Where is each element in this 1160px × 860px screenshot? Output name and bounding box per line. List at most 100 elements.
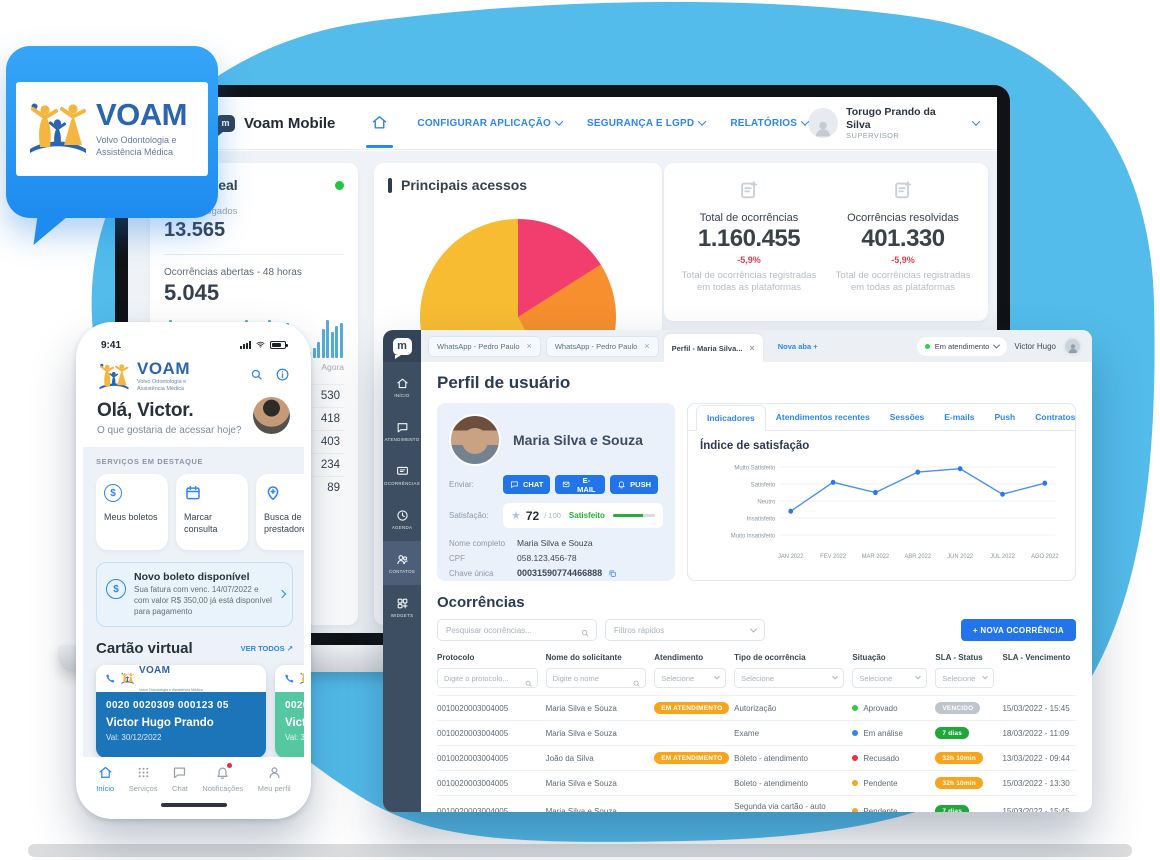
new-occurrence-button[interactable]: + NOVA OCORRÊNCIA [960,619,1076,641]
widgets-icon [397,598,408,608]
protocol-filter-input[interactable] [437,668,538,688]
search-input[interactable] [437,619,597,641]
svg-text:AGO 2022: AGO 2022 [1031,553,1059,560]
voam-logo-bubble: VOAM Volvo Odontologia e Assistência Médi… [6,46,218,218]
info-icon[interactable] [275,367,290,387]
new-invoice-notice[interactable]: $ Novo boleto disponível Sua fatura com … [96,562,293,627]
info-icon [276,368,289,381]
tab-e-mails[interactable]: E-mails [944,412,975,422]
browser-tab[interactable]: WhatsApp - Pedro Paulo × [545,336,659,357]
home-icon [373,116,387,129]
column-header: Tipo de ocorrência [734,653,806,662]
table-row[interactable]: 0010020003004005 Maria Silva e Souza Bol… [437,770,1076,796]
laptop-brand: Voam Mobile [244,114,336,132]
personfill-icon [816,121,831,137]
search-icon [580,625,590,643]
phone-nav-chat[interactable]: Chat [172,765,188,793]
service-card[interactable]: Busca de prestadores [256,474,304,551]
svg-text:JAN 2022: JAN 2022 [778,553,804,560]
sidebar-item-atendimento[interactable]: ATENDIMENTO [383,409,421,453]
tab-contratos[interactable]: Contratos [1035,412,1076,422]
push-button[interactable]: PUSH [610,475,658,494]
sidebar-item-agenda[interactable]: AGENDA [383,497,421,541]
home-tab[interactable] [366,114,394,148]
search-icon[interactable] [249,367,264,387]
nav-link[interactable]: SEGURANÇA E LGPD [587,117,707,129]
table-row[interactable]: 0010020003004005 Maria Silva e Souza Exa… [437,720,1076,746]
table-row[interactable]: 0010020003004005 João da Silva EM ATENDI… [437,745,1076,771]
svg-text:Muito insatisfeito: Muito insatisfeito [731,532,776,539]
tab-atendimentos-recentes[interactable]: Atendimentos recentes [775,412,870,422]
close-icon[interactable]: × [749,342,755,353]
virtual-cards-row: VOAM Volvo Odontologia e Assistência Médi… [96,664,304,757]
voam-logo: VOAM Volvo Odontologia e Assistência Médi… [16,82,208,176]
stat-value: 13.565 [164,219,226,241]
phone-nav-serviços[interactable]: Serviços [129,765,158,793]
bell-icon [618,481,625,489]
service-card[interactable]: Marcar consulta [176,474,248,551]
service-card[interactable]: $ Meus boletos [96,474,168,551]
status-dot-icon [852,705,859,711]
close-icon[interactable]: × [526,341,532,351]
card-holder: Victor Hugo Prando [106,716,214,729]
sla-badge: 32h 10min [935,752,983,764]
docplus-icon [895,181,912,199]
chevron-right-icon [277,590,287,599]
filter-select[interactable]: Selecione [935,668,995,688]
nav-link[interactable]: RELATÓRIOS [730,117,810,129]
browser-tab[interactable]: Perfil - Maria Silva... × [663,334,763,362]
phone-home-section: SERVIÇOS EM DESTAQUE $ Meus boletos Marcar… [83,447,304,757]
sidebar-item-início[interactable]: INÍCIO [383,365,421,409]
column-header: Situação [852,653,886,662]
service-label: Busca de prestadores [264,512,304,534]
calendar-icon [186,486,200,500]
phone-nav-notificações[interactable]: Notificações [202,763,243,793]
phone-icon [106,674,115,683]
new-tab-button[interactable]: Nova aba + [777,341,818,351]
monitor-icon [396,466,408,475]
avatar[interactable] [1063,336,1082,356]
filter-select[interactable]: Selecione [654,668,727,688]
chat-button[interactable]: CHAT [503,475,551,494]
search-icon [633,680,640,687]
chevron-down-icon [915,673,922,680]
voam-figures-icon [121,672,134,684]
tab-push[interactable]: Push [994,412,1016,422]
sidebar-item-contatos[interactable]: CONTATOS [383,541,421,585]
sidebar-item-ocorrências[interactable]: OCORRÊNCIAS [383,453,421,497]
table-row[interactable]: 0010020003004005 Maria Silva e Souza EM … [437,695,1076,721]
name-filter-input[interactable] [545,668,647,688]
copy-icon[interactable] [608,569,617,578]
phone-nav-início[interactable]: Início [96,765,114,793]
app-logo-icon[interactable]: m [383,330,421,362]
user-name: Torugo Prando da Silva [846,105,936,131]
nav-link[interactable]: CONFIGURAR APLICAÇÃO [417,117,564,129]
close-icon[interactable]: × [644,341,650,351]
tab-sessões[interactable]: Sessões [889,412,925,422]
sidebar-item-widgets[interactable]: WIDGETS [383,585,421,629]
tab-indicadores[interactable]: Indicadores [696,405,766,431]
avatar[interactable] [253,397,290,435]
user-menu[interactable]: Torugo Prando da Silva SUPERVISOR [808,105,981,140]
profile-field: Nome completo Maria Silva e Souza [449,538,593,548]
quick-filters-select[interactable]: Filtros rápidos [605,619,765,641]
phone-nav-meu perfil[interactable]: Meu perfil [258,765,291,793]
e-mail-button[interactable]: E-MAIL [555,475,606,494]
personfill-icon [1068,343,1077,353]
table-row[interactable]: 0010020003004005 Maria Silva e Souza Seg… [437,795,1076,812]
delta-badge: -5,9% [891,255,915,265]
virtual-card-title: Cartão virtual [96,639,193,657]
status-dropdown[interactable]: Em atendimento [916,336,1008,356]
browser-tab[interactable]: WhatsApp - Pedro Paulo × [428,336,541,357]
attendance-badge: EM ATENDIMENTO [654,702,730,714]
filter-select[interactable]: Selecione [852,668,928,688]
page-title: Perfil de usuário [437,373,571,392]
chart-title: Índice de satisfação [700,440,810,452]
filter-select[interactable]: Selecione [734,668,845,688]
voam-logo: VOAM Volvo Odontologia e Assistência Médi… [97,360,190,393]
see-all-link[interactable]: VER TODOS ↗ [240,643,293,653]
live-indicator-icon [335,180,344,190]
